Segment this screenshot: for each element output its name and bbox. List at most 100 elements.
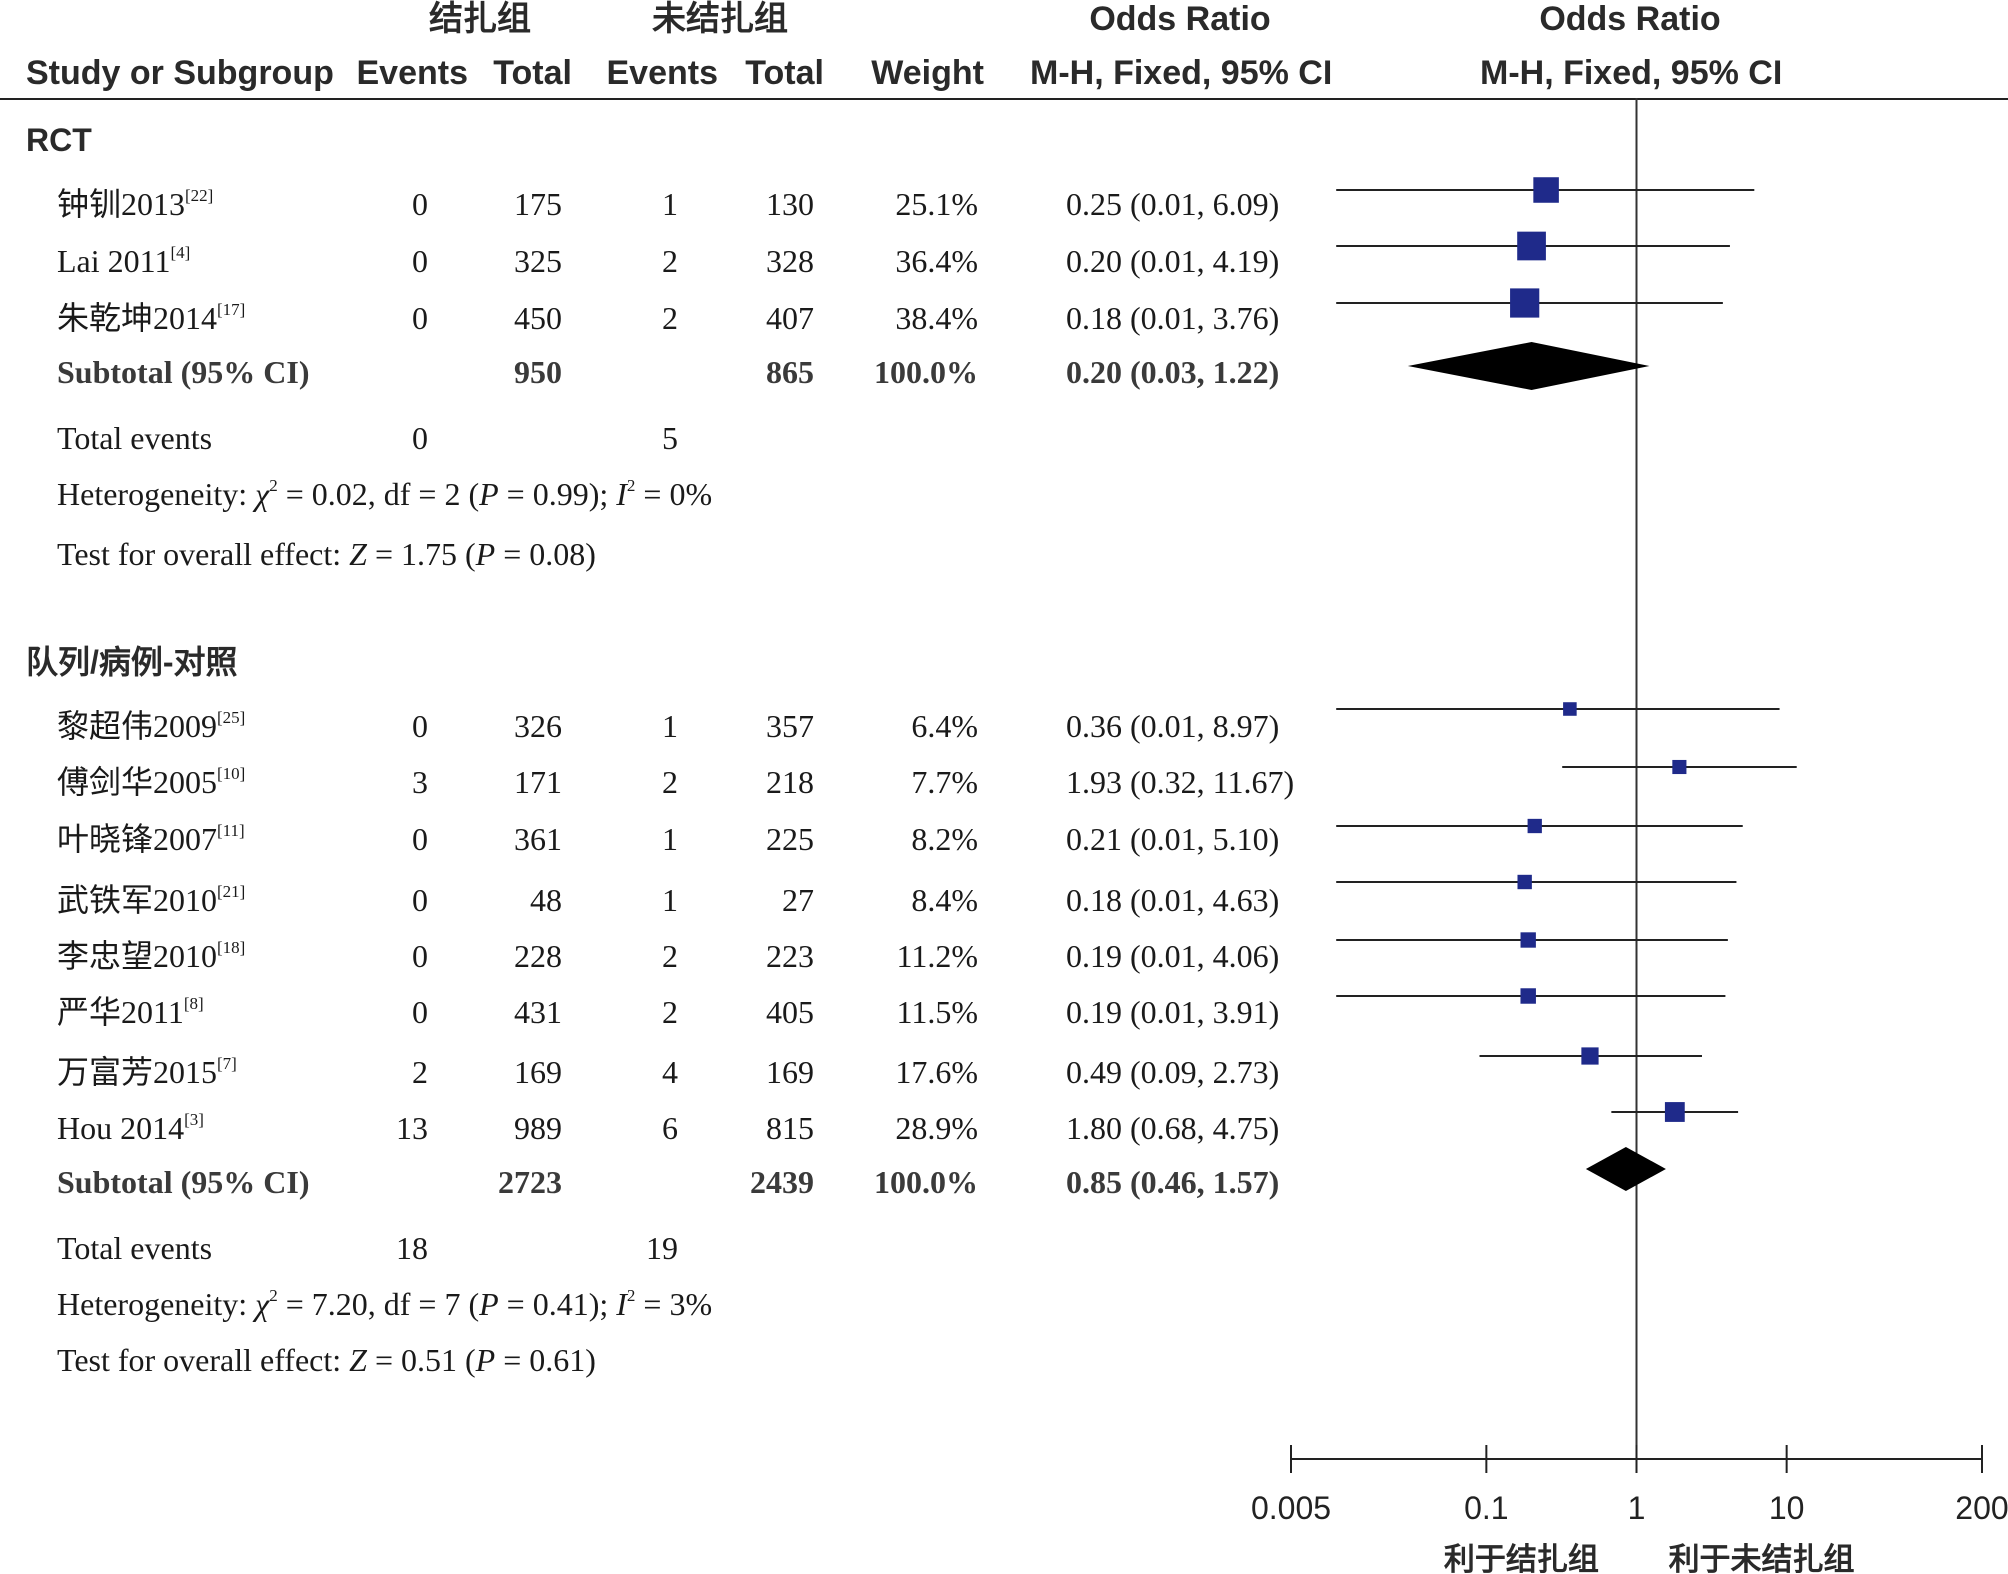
events-right: 1 — [662, 186, 678, 222]
subtotal-total-left: 950 — [514, 354, 562, 390]
events-right: 1 — [662, 882, 678, 918]
col-header-events-left: Events — [356, 54, 469, 92]
weight: 25.1% — [895, 186, 978, 222]
events-left: 13 — [396, 1110, 428, 1146]
study-point-marker — [1563, 702, 1577, 716]
subtotal-label: Subtotal (95% CI) — [57, 354, 310, 390]
total-right: 225 — [766, 821, 814, 857]
overall-effect-text: Test for overall effect: Z = 0.51 (P = 0… — [57, 1342, 596, 1378]
weight: 38.4% — [895, 300, 978, 336]
study-point-marker — [1510, 288, 1540, 318]
col-header-events-right: Events — [606, 54, 719, 92]
study-point-marker — [1527, 818, 1542, 834]
or-ci-text: 0.49 (0.09, 2.73) — [1066, 1054, 1280, 1090]
total-left: 228 — [514, 938, 562, 974]
subtotal-total-left: 2723 — [498, 1164, 562, 1200]
subtotal-diamond — [1407, 342, 1650, 390]
total-left: 171 — [514, 764, 562, 800]
study-name: 万富芳2015[7] — [57, 1054, 237, 1090]
weight: 36.4% — [895, 243, 978, 279]
study-name: 李忠望2010[18] — [57, 938, 246, 974]
weight: 8.2% — [911, 821, 978, 857]
events-left: 0 — [412, 994, 428, 1030]
ref-superscript: [25] — [217, 708, 246, 727]
study-name: 叶晓锋2007[11] — [57, 821, 245, 857]
ref-superscript: [3] — [184, 1110, 204, 1129]
col-header-total-right: Total — [745, 54, 824, 92]
total-right: 223 — [766, 938, 814, 974]
total-left: 326 — [514, 708, 562, 744]
events-left: 0 — [412, 186, 428, 222]
total-left: 431 — [514, 994, 562, 1030]
col-header-method-plot: M-H, Fixed, 95% CI — [1480, 54, 1783, 92]
favors-right-label: 利于未结扎组 — [1669, 1542, 1855, 1574]
total-right: 405 — [766, 994, 814, 1030]
col-header-total-left: Total — [493, 54, 572, 92]
or-ci-text: 0.18 (0.01, 3.76) — [1066, 300, 1280, 336]
events-right: 2 — [662, 994, 678, 1030]
events-right: 2 — [662, 938, 678, 974]
study-name: Lai 2011[4] — [57, 243, 191, 279]
or-ci-text: 0.36 (0.01, 8.97) — [1066, 708, 1280, 744]
total-events-right: 19 — [646, 1230, 678, 1266]
events-left: 0 — [412, 821, 428, 857]
group-label-no-ligation: 未结扎组 — [652, 0, 788, 38]
total-events-right: 5 — [662, 420, 678, 456]
total-left: 325 — [514, 243, 562, 279]
events-left: 3 — [412, 764, 428, 800]
x-tick-label: 0.005 — [1251, 1490, 1331, 1526]
total-right: 218 — [766, 764, 814, 800]
group-label-ligation: 结扎组 — [429, 0, 531, 38]
total-events-left: 0 — [412, 420, 428, 456]
total-events-left: 18 — [396, 1230, 428, 1266]
events-right: 6 — [662, 1110, 678, 1146]
total-right: 357 — [766, 708, 814, 744]
x-tick-label: 200 — [1955, 1490, 2008, 1526]
total-left: 175 — [514, 186, 562, 222]
events-left: 0 — [412, 938, 428, 974]
events-left: 0 — [412, 882, 428, 918]
or-ci-text: 0.21 (0.01, 5.10) — [1066, 821, 1280, 857]
events-left: 0 — [412, 243, 428, 279]
total-left: 450 — [514, 300, 562, 336]
total-left: 169 — [514, 1054, 562, 1090]
heterogeneity-text: Heterogeneity: χ2 = 0.02, df = 2 (P = 0.… — [57, 476, 713, 512]
events-left: 0 — [412, 708, 428, 744]
study-point-marker — [1581, 1047, 1599, 1065]
total-events-label: Total events — [57, 1230, 213, 1266]
study-point-marker — [1664, 1102, 1685, 1122]
col-header-method-text: M-H, Fixed, 95% CI — [1030, 54, 1333, 92]
ref-superscript: [4] — [170, 243, 191, 262]
weight: 11.2% — [896, 938, 978, 974]
or-ci-text: 0.19 (0.01, 3.91) — [1066, 994, 1280, 1030]
study-name: 钟钏2013[22] — [57, 186, 214, 222]
study-point-marker — [1520, 988, 1536, 1004]
ref-superscript: [18] — [217, 938, 246, 957]
study-point-marker — [1517, 874, 1532, 890]
study-point-marker — [1533, 177, 1559, 203]
x-tick-label: 1 — [1628, 1490, 1646, 1526]
subtotal-weight: 100.0% — [874, 1164, 978, 1200]
or-title-text-column: Odds Ratio — [1089, 0, 1271, 38]
study-name: 黎超伟2009[25] — [57, 708, 246, 744]
weight: 28.9% — [895, 1110, 978, 1146]
total-right: 130 — [766, 186, 814, 222]
weight: 11.5% — [896, 994, 978, 1030]
events-left: 0 — [412, 300, 428, 336]
events-right: 2 — [662, 300, 678, 336]
total-right: 407 — [766, 300, 814, 336]
heterogeneity-text: Heterogeneity: χ2 = 7.20, df = 7 (P = 0.… — [57, 1286, 713, 1322]
ref-superscript: [22] — [185, 186, 214, 205]
subtotal-diamond — [1585, 1147, 1666, 1191]
or-ci-text: 0.25 (0.01, 6.09) — [1066, 186, 1280, 222]
ref-superscript: [21] — [217, 882, 246, 901]
study-name: 傅剑华2005[10] — [57, 764, 246, 800]
weight: 7.7% — [911, 764, 978, 800]
overall-effect-text: Test for overall effect: Z = 1.75 (P = 0… — [57, 536, 596, 572]
col-header-weight: Weight — [871, 54, 984, 92]
total-events-label: Total events — [57, 420, 213, 456]
header-rule — [0, 98, 2008, 100]
or-ci-text: 1.80 (0.68, 4.75) — [1066, 1110, 1280, 1146]
total-right: 815 — [766, 1110, 814, 1146]
x-tick-label: 10 — [1769, 1490, 1805, 1526]
